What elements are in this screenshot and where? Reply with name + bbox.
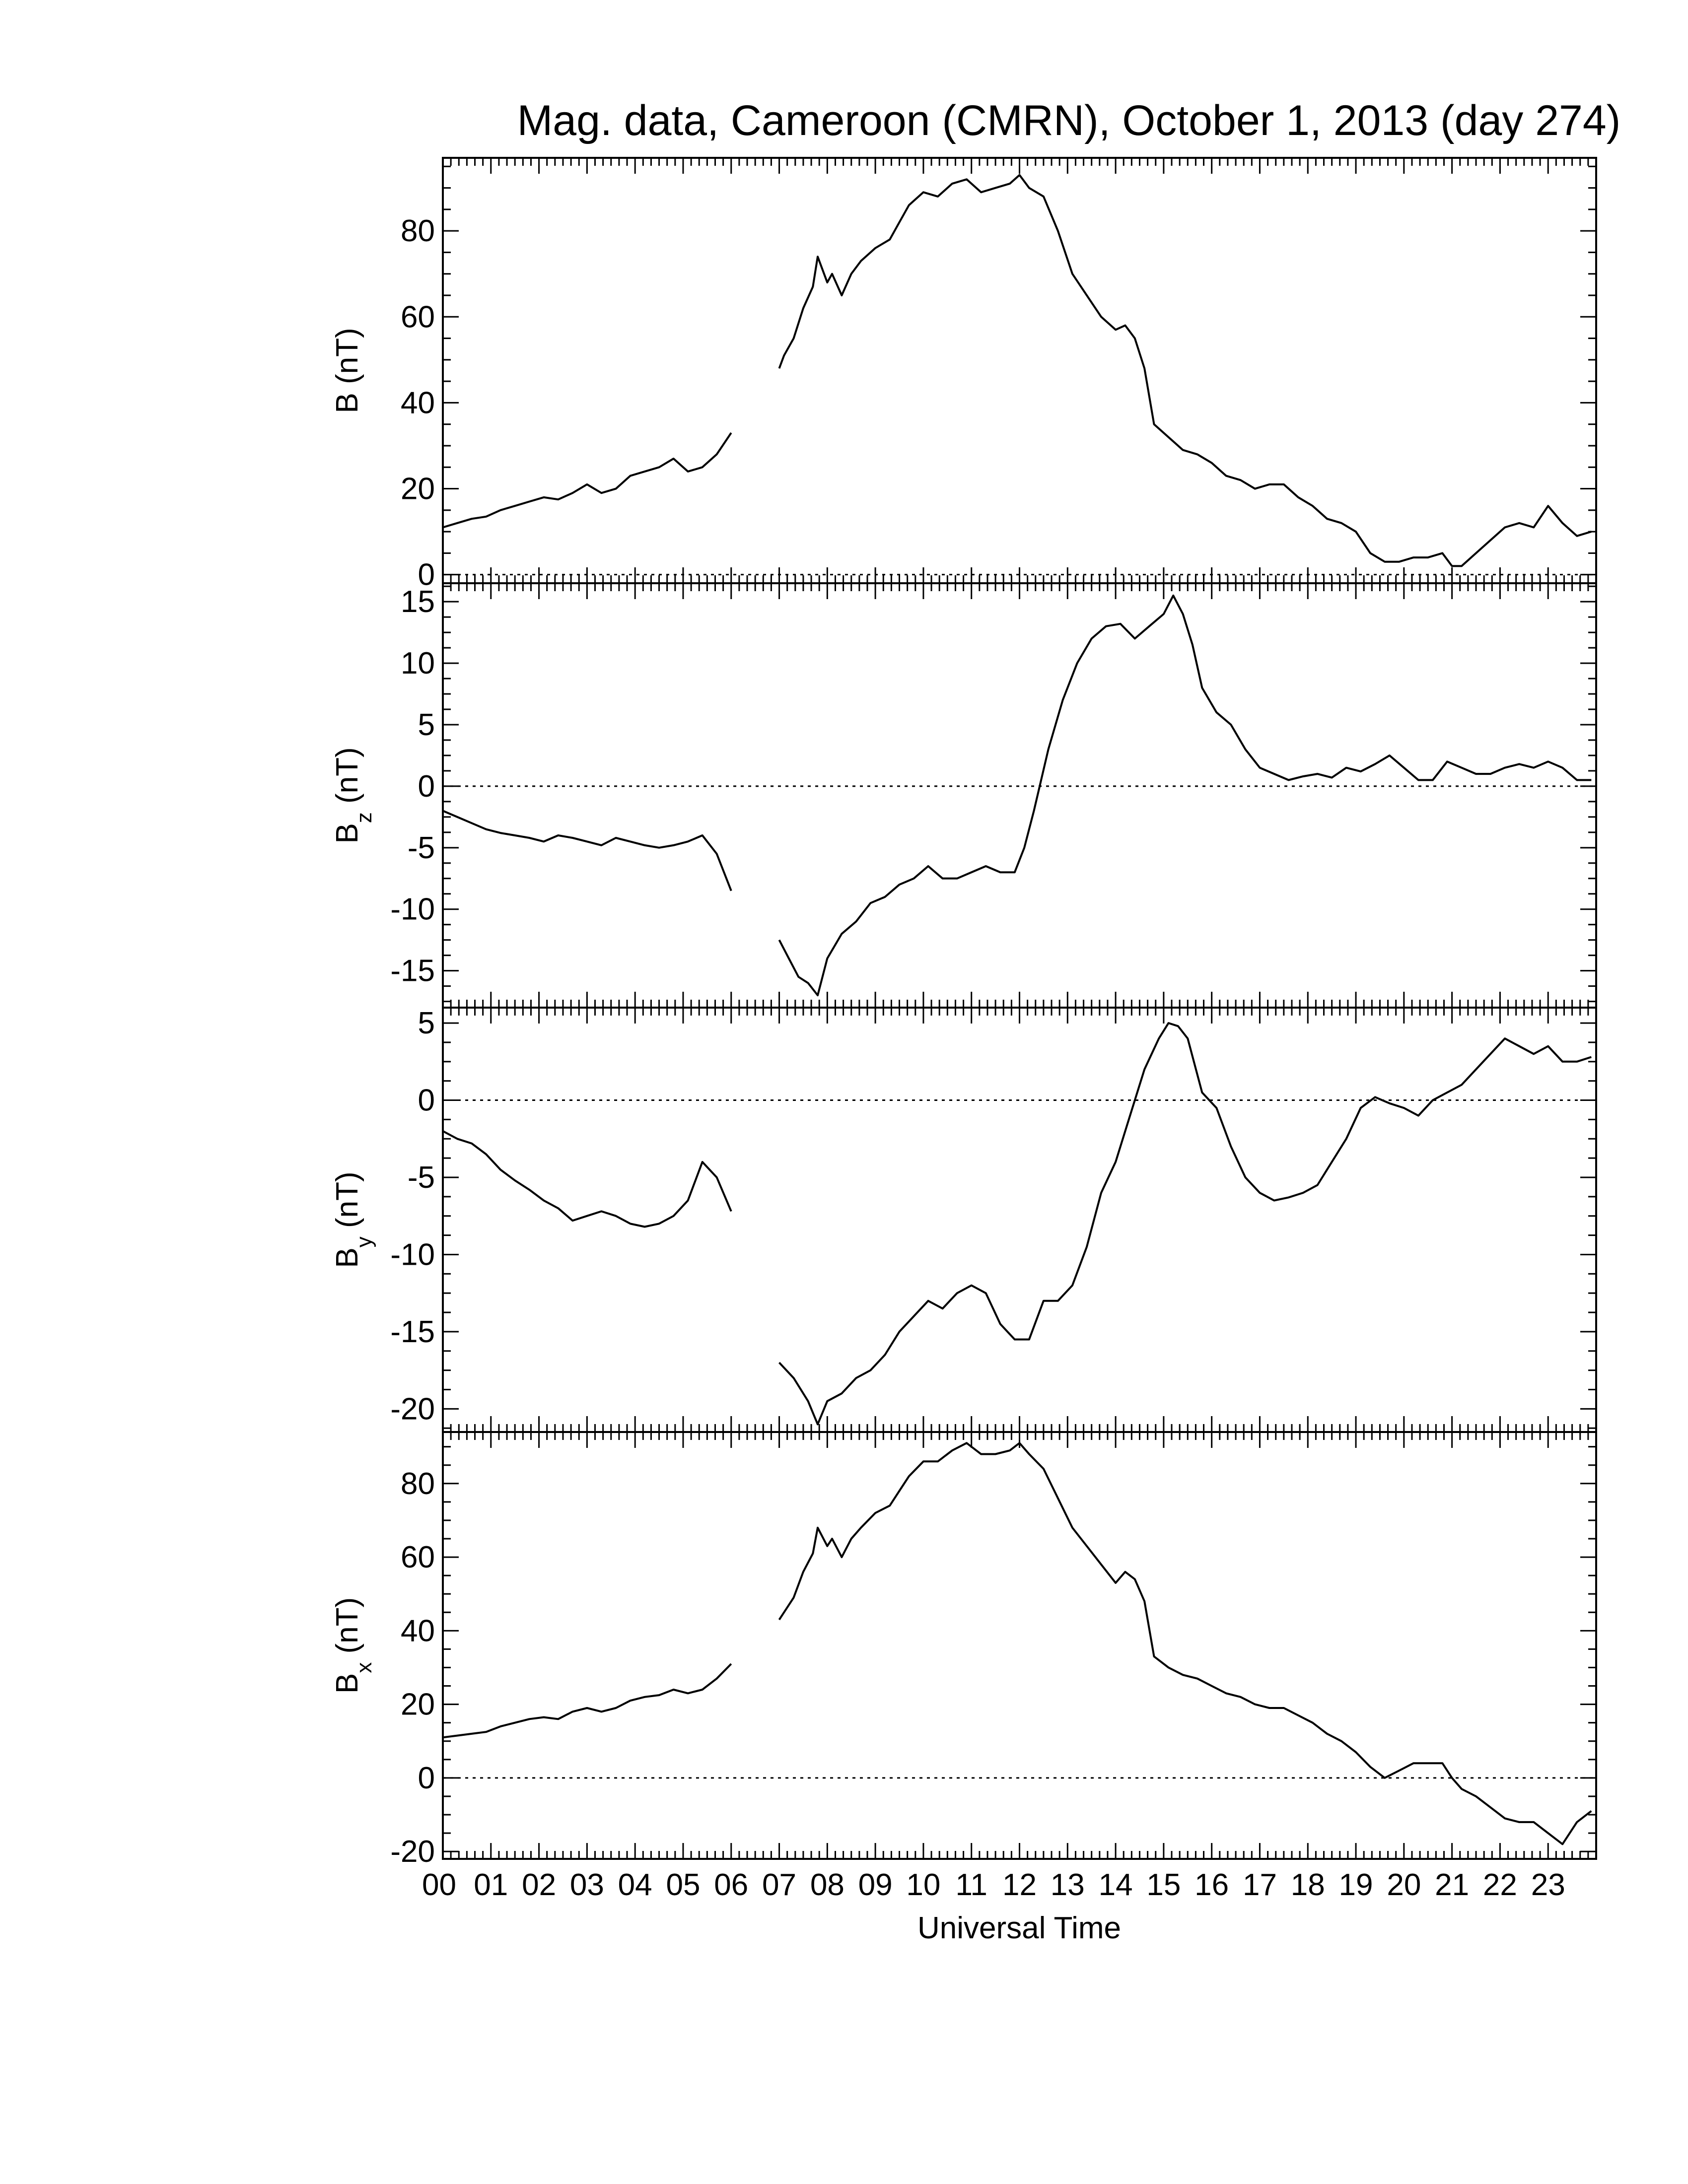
- x-tick-labels: 00 01 02 03 04 05 06 07 08 09 10 11 12 13 14 15 16 17 18 19…: [422, 1868, 1565, 1902]
- y-tick-label: 0: [418, 1084, 435, 1118]
- y-tick-label: 5: [418, 708, 435, 742]
- y-tick-label: 80: [401, 214, 435, 248]
- x-tick-label: 08: [810, 1868, 844, 1902]
- y-axis-label: Bz (nT): [330, 747, 376, 843]
- series-line-By: [778, 1022, 1592, 1426]
- y-tick-label: 60: [401, 1540, 435, 1574]
- y-tick-label: 10: [401, 646, 435, 681]
- x-tick-label: 05: [666, 1868, 700, 1902]
- y-tick-label: 60: [401, 300, 435, 334]
- y-tick-label: 15: [401, 585, 435, 619]
- panel-B: 0 20 40 60 80 B (nT): [330, 157, 1597, 592]
- x-tick-label: 18: [1291, 1868, 1325, 1902]
- x-tick-label: 21: [1435, 1868, 1469, 1902]
- panel-Bx: -20 0 20 40 60 80 Bx (nT): [330, 1431, 1597, 1869]
- x-tick-label: 09: [858, 1868, 893, 1902]
- panel-Bz: -15 -10 -5 0 5 10 15 Bz (nT): [330, 582, 1597, 1009]
- y-tick-label: -5: [408, 1160, 435, 1195]
- x-tick-label: 04: [618, 1868, 652, 1902]
- series-line-Bz: [442, 810, 732, 891]
- y-tick-label: 40: [401, 386, 435, 420]
- x-tick-label: 06: [714, 1868, 748, 1902]
- x-tick-label: 20: [1387, 1868, 1421, 1902]
- series-line-Bx: [442, 1663, 732, 1739]
- y-tick-label: 0: [418, 1761, 435, 1795]
- x-tick-label: 02: [522, 1868, 556, 1902]
- x-tick-label: 22: [1483, 1868, 1517, 1902]
- x-tick-label: 10: [906, 1868, 940, 1902]
- x-tick-label: 12: [1002, 1868, 1037, 1902]
- panel-frame: [442, 157, 1597, 584]
- y-tick-label: 20: [401, 1688, 435, 1722]
- x-tick-label: 11: [956, 1868, 987, 1902]
- y-tick-label: 0: [418, 769, 435, 804]
- x-tick-label: 23: [1531, 1868, 1565, 1902]
- y-tick-label: 5: [418, 1006, 435, 1040]
- y-tick-label: 80: [401, 1467, 435, 1501]
- x-tick-label: 17: [1243, 1868, 1277, 1902]
- y-tick-label: -15: [390, 1315, 435, 1349]
- y-axis-label: By (nT): [330, 1171, 376, 1268]
- x-tick-label: 15: [1146, 1868, 1181, 1902]
- series-line-Bz: [778, 594, 1592, 997]
- y-tick-label: -10: [390, 1237, 435, 1272]
- x-tick-label: 19: [1339, 1868, 1373, 1902]
- series-line-By: [442, 1130, 732, 1228]
- panel-By: -20 -15 -10 -5 0 5 By (nT): [330, 1006, 1597, 1433]
- x-tick-label: 00: [422, 1868, 456, 1902]
- y-tick-label: 40: [401, 1614, 435, 1648]
- x-axis-label: Universal Time: [917, 1911, 1121, 1945]
- panel-frame: [442, 1431, 1597, 1860]
- y-tick-label: -20: [390, 1392, 435, 1426]
- chart-title: Mag. data, Cameroon (CMRN), October 1, 2…: [517, 97, 1621, 144]
- y-tick-label: -20: [390, 1835, 435, 1869]
- x-tick-label: 13: [1051, 1868, 1085, 1902]
- series-line-B: [442, 432, 732, 529]
- y-axis-label: Bx (nT): [330, 1597, 376, 1694]
- x-tick-label: 03: [570, 1868, 604, 1902]
- x-tick-label: 07: [762, 1868, 796, 1902]
- panel-frame: [442, 1007, 1597, 1433]
- x-tick-label: 16: [1195, 1868, 1229, 1902]
- y-tick-label: 0: [418, 558, 435, 592]
- y-tick-label: -15: [390, 954, 435, 988]
- y-tick-label: -10: [390, 892, 435, 927]
- x-tick-label: 14: [1099, 1868, 1133, 1902]
- x-tick-label: 01: [474, 1868, 508, 1902]
- series-line-B: [778, 174, 1592, 567]
- y-axis-label: B (nT): [330, 328, 364, 413]
- panel-frame: [442, 582, 1597, 1009]
- series-line-Bx: [778, 1442, 1592, 1845]
- y-tick-label: 20: [401, 472, 435, 506]
- y-tick-label: -5: [408, 831, 435, 865]
